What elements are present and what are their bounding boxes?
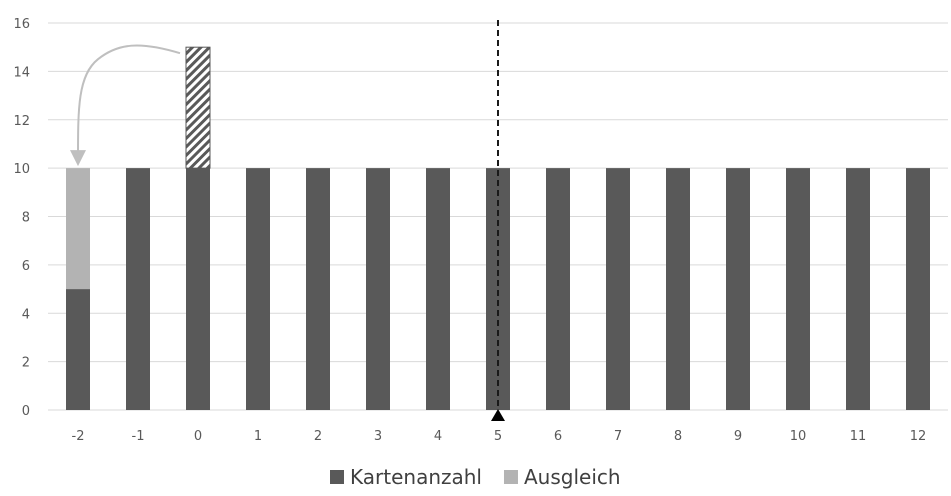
x-tick-label: 2: [314, 429, 322, 444]
bar-kartenanzahl--1: [126, 168, 150, 410]
legend: Kartenanzahl Ausgleich: [330, 465, 621, 489]
x-tick-label: 3: [374, 429, 382, 444]
x-tick-label: 11: [850, 429, 867, 444]
y-tick-label: 10: [13, 162, 30, 177]
y-tick-label: 14: [13, 65, 30, 80]
y-tick-label: 0: [22, 404, 30, 419]
bar-kartenanzahl-3: [366, 168, 390, 410]
bar-kartenanzahl-7: [606, 168, 630, 410]
bar-kartenanzahl--2: [66, 289, 90, 410]
bar-kartenanzahl-1: [246, 168, 270, 410]
bar-kartenanzahl-12: [906, 168, 930, 410]
x-tick-label: 10: [790, 429, 807, 444]
y-tick-label: 16: [13, 17, 30, 32]
y-tick-label: 4: [22, 307, 30, 322]
x-tick-label: -2: [72, 429, 85, 444]
redistribution-arrow: [70, 44, 181, 167]
x-tick-label: 5: [494, 429, 502, 444]
bar-kartenanzahl-4: [426, 168, 450, 410]
legend-label-kartenanzahl: Kartenanzahl: [350, 465, 482, 489]
bar-kartenanzahl-5: [486, 168, 510, 410]
y-tick-label: 6: [22, 259, 30, 274]
bar-kartenanzahl-2: [306, 168, 330, 410]
x-tick-label: -1: [132, 429, 145, 444]
x-tick-label: 7: [614, 429, 622, 444]
x-tick-label: 0: [194, 429, 202, 444]
legend-swatch-kartenanzahl: [330, 470, 344, 484]
bar-excess-0: [185, 46, 211, 169]
x-tick-label: 8: [674, 429, 682, 444]
x-axis: -2 -1 0 1 2 3 4 5 6 7 8 9 10 11 12: [72, 429, 927, 444]
annotations: [70, 20, 505, 421]
bar-kartenanzahl-8: [666, 168, 690, 410]
y-tick-label: 8: [22, 211, 30, 226]
bar-kartenanzahl-10: [786, 168, 810, 410]
bar-kartenanzahl-6: [546, 168, 570, 410]
legend-swatch-ausgleich: [503, 470, 518, 484]
x-tick-label: 12: [910, 429, 927, 444]
x-tick-label: 6: [554, 429, 562, 444]
bars: [66, 46, 930, 410]
y-axis: 0 2 4 6 8 10 12 14 16: [13, 17, 30, 419]
y-tick-label: 12: [13, 114, 30, 129]
legend-label-ausgleich: Ausgleich: [524, 465, 621, 489]
bar-kartenanzahl-9: [726, 168, 750, 410]
y-tick-label: 2: [22, 356, 30, 371]
x-tick-label: 1: [254, 429, 262, 444]
bar-ausgleich--2: [66, 168, 90, 290]
marker-triangle: [491, 409, 505, 421]
x-tick-label: 4: [434, 429, 442, 444]
bar-kartenanzahl-0: [186, 168, 210, 410]
x-tick-label: 9: [734, 429, 742, 444]
bar-kartenanzahl-11: [846, 168, 870, 410]
